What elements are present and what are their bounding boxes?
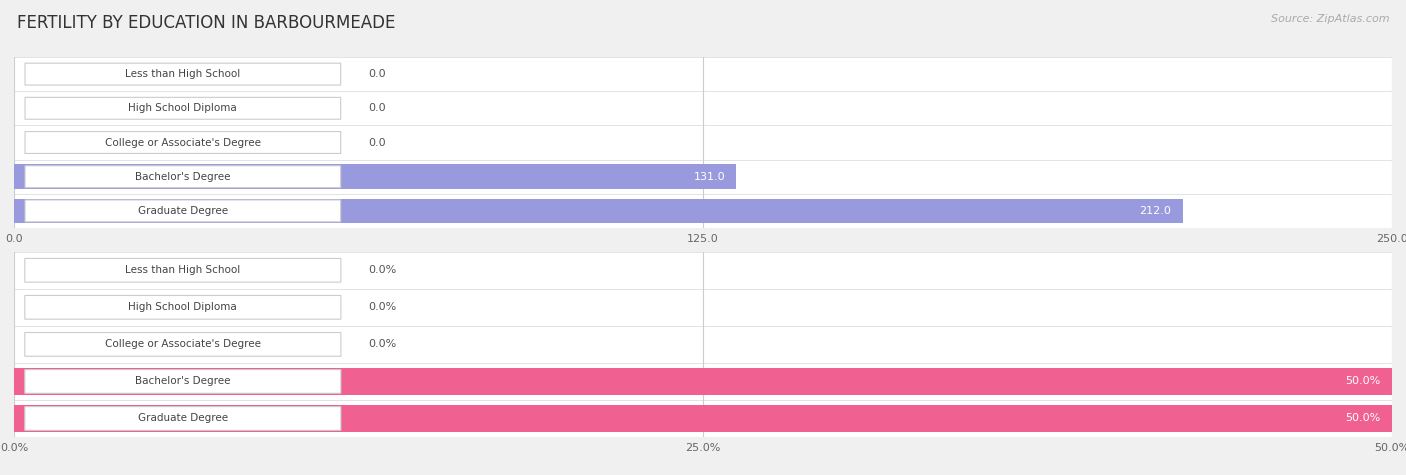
Text: Less than High School: Less than High School bbox=[125, 69, 240, 79]
FancyBboxPatch shape bbox=[14, 289, 1392, 326]
Text: 0.0: 0.0 bbox=[368, 69, 385, 79]
FancyBboxPatch shape bbox=[14, 368, 1392, 395]
FancyBboxPatch shape bbox=[14, 164, 737, 189]
FancyBboxPatch shape bbox=[25, 258, 340, 282]
Text: Graduate Degree: Graduate Degree bbox=[138, 413, 228, 424]
Text: Bachelor's Degree: Bachelor's Degree bbox=[135, 376, 231, 387]
FancyBboxPatch shape bbox=[25, 132, 340, 153]
FancyBboxPatch shape bbox=[25, 63, 340, 85]
Text: 131.0: 131.0 bbox=[693, 171, 725, 182]
Text: 50.0%: 50.0% bbox=[1346, 413, 1381, 424]
Text: 0.0: 0.0 bbox=[368, 137, 385, 148]
FancyBboxPatch shape bbox=[25, 97, 340, 119]
Text: 0.0: 0.0 bbox=[368, 103, 385, 114]
FancyBboxPatch shape bbox=[14, 400, 1392, 437]
FancyBboxPatch shape bbox=[25, 295, 340, 319]
Text: 0.0%: 0.0% bbox=[368, 302, 396, 313]
FancyBboxPatch shape bbox=[14, 57, 1392, 91]
FancyBboxPatch shape bbox=[14, 326, 1392, 363]
Text: College or Associate's Degree: College or Associate's Degree bbox=[105, 137, 262, 148]
FancyBboxPatch shape bbox=[14, 125, 1392, 160]
Text: Graduate Degree: Graduate Degree bbox=[138, 206, 228, 216]
FancyBboxPatch shape bbox=[25, 332, 340, 356]
FancyBboxPatch shape bbox=[25, 166, 340, 188]
FancyBboxPatch shape bbox=[25, 370, 340, 393]
Text: 0.0%: 0.0% bbox=[368, 265, 396, 275]
FancyBboxPatch shape bbox=[14, 194, 1392, 228]
FancyBboxPatch shape bbox=[14, 252, 1392, 289]
FancyBboxPatch shape bbox=[14, 405, 1392, 432]
Text: High School Diploma: High School Diploma bbox=[128, 103, 238, 114]
Text: College or Associate's Degree: College or Associate's Degree bbox=[105, 339, 262, 350]
FancyBboxPatch shape bbox=[14, 160, 1392, 194]
FancyBboxPatch shape bbox=[25, 200, 340, 222]
Text: 50.0%: 50.0% bbox=[1346, 376, 1381, 387]
Text: 0.0%: 0.0% bbox=[368, 339, 396, 350]
Text: FERTILITY BY EDUCATION IN BARBOURMEADE: FERTILITY BY EDUCATION IN BARBOURMEADE bbox=[17, 14, 395, 32]
Text: Bachelor's Degree: Bachelor's Degree bbox=[135, 171, 231, 182]
Text: Less than High School: Less than High School bbox=[125, 265, 240, 275]
FancyBboxPatch shape bbox=[14, 199, 1182, 223]
FancyBboxPatch shape bbox=[14, 363, 1392, 400]
Text: 212.0: 212.0 bbox=[1140, 206, 1171, 216]
Text: Source: ZipAtlas.com: Source: ZipAtlas.com bbox=[1271, 14, 1389, 24]
FancyBboxPatch shape bbox=[25, 407, 340, 430]
Text: High School Diploma: High School Diploma bbox=[128, 302, 238, 313]
FancyBboxPatch shape bbox=[14, 91, 1392, 125]
